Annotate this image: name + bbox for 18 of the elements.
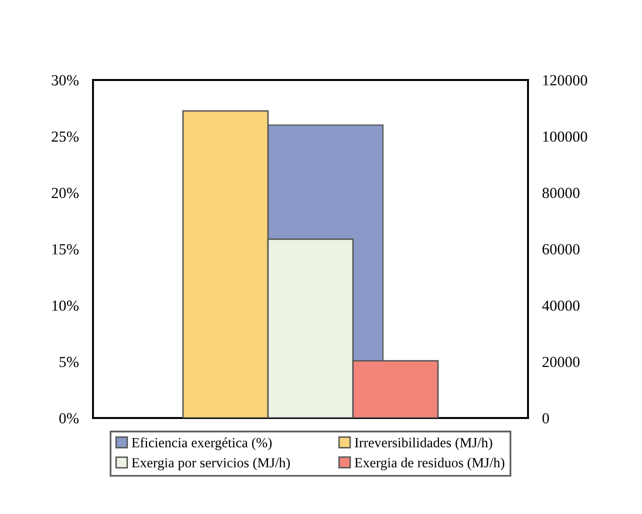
y-tick-label: 10% <box>52 300 79 311</box>
y-tick-label: 15% <box>52 244 79 254</box>
y-tick-label: 5% <box>60 356 79 368</box>
y2-tick-label: 0 <box>542 413 549 424</box>
y-tick-label: 0% <box>59 413 79 424</box>
y2-tick-label: 80000 <box>542 188 580 198</box>
y-tick-label: 25% <box>52 131 79 142</box>
y2-tick-label: 120000 <box>543 75 588 86</box>
y2-tick-label: 20000 <box>542 356 580 368</box>
y-tick-label: 20% <box>52 188 79 198</box>
legend-label: Exergia por servicios (MJ/h) <box>132 458 290 470</box>
y2-tick-label: 60000 <box>542 244 580 254</box>
legend-label: Eficiencia exergética (%) <box>132 437 272 450</box>
legend-label: Exergia de residuos (MJ/h) <box>354 458 504 470</box>
y-tick-label: 30% <box>52 75 79 86</box>
y2-tick-label: 100000 <box>543 131 588 142</box>
y2-tick-label: 40000 <box>542 300 580 311</box>
legend-label: Irreversibilidades (MJ/h) <box>354 438 492 450</box>
